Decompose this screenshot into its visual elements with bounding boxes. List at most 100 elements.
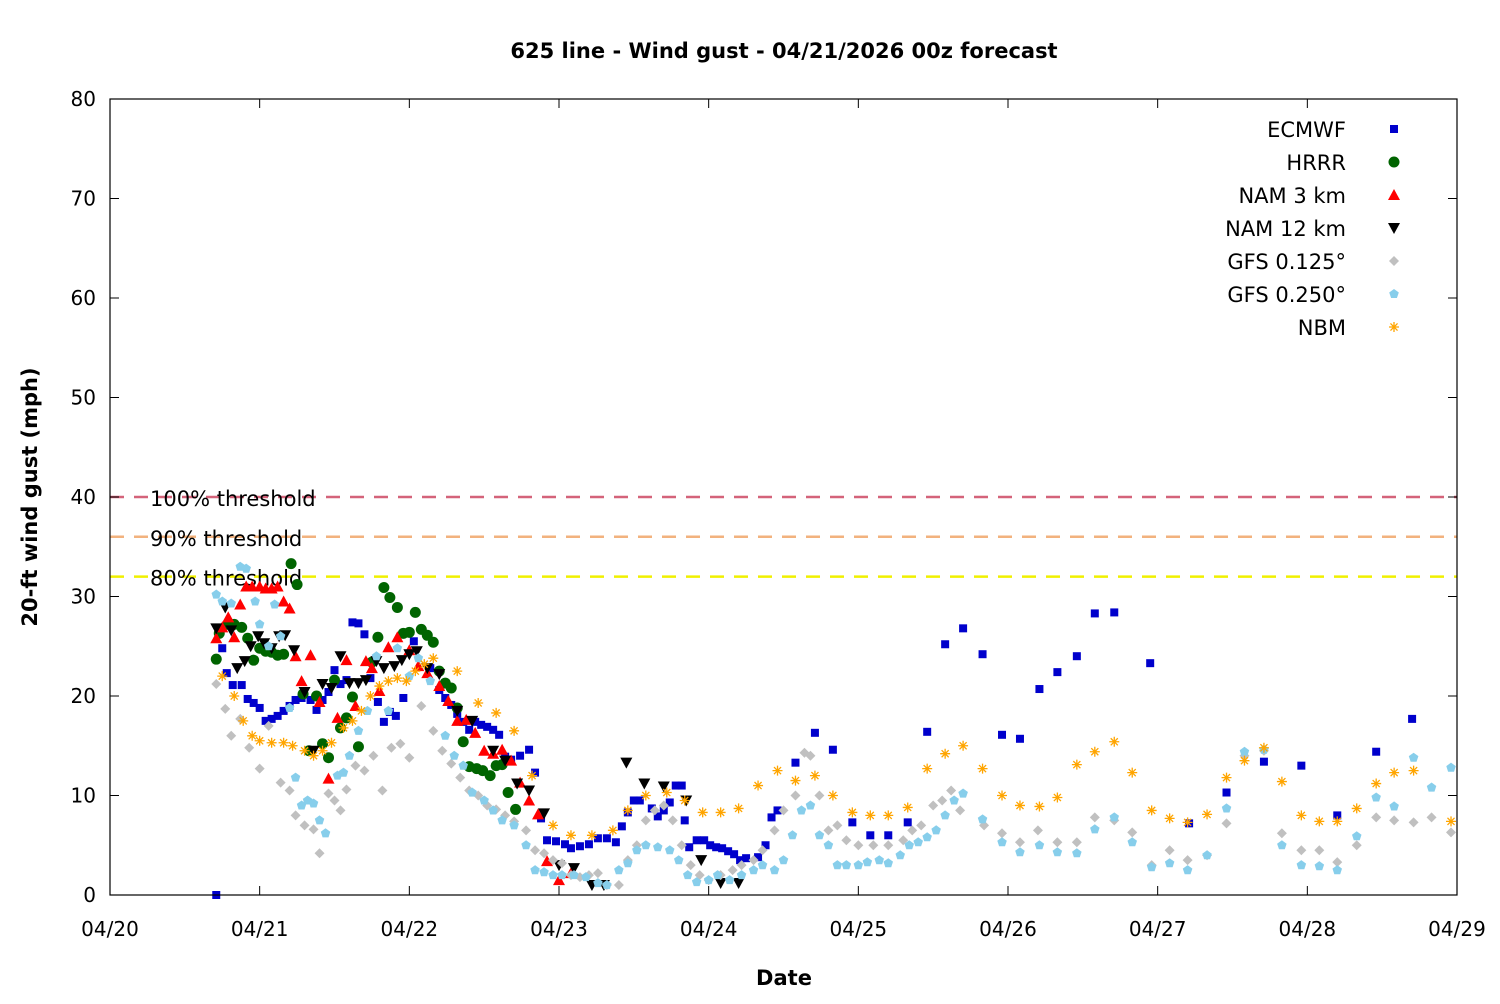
data-point bbox=[653, 812, 662, 821]
x-tick-label: 04/29 bbox=[1428, 917, 1486, 941]
data-point bbox=[457, 736, 469, 748]
data-point bbox=[736, 860, 747, 871]
data-point bbox=[1164, 845, 1175, 856]
data-point bbox=[404, 752, 415, 763]
data-point bbox=[425, 676, 435, 686]
data-point bbox=[865, 810, 876, 821]
data-point bbox=[1389, 801, 1399, 811]
data-point bbox=[308, 750, 319, 761]
data-point bbox=[516, 751, 525, 760]
data-point bbox=[466, 715, 479, 727]
data-point bbox=[1052, 847, 1063, 857]
data-point bbox=[1182, 865, 1193, 875]
data-point bbox=[592, 868, 603, 879]
data-point bbox=[1371, 792, 1381, 802]
data-point bbox=[1408, 765, 1419, 776]
data-point bbox=[1052, 837, 1063, 848]
legend-marker-triangle-down-icon bbox=[1388, 223, 1400, 234]
data-point bbox=[446, 758, 457, 769]
data-point bbox=[378, 582, 390, 594]
data-point bbox=[316, 679, 329, 691]
data-point bbox=[263, 641, 274, 651]
data-point bbox=[753, 780, 764, 791]
data-point bbox=[359, 765, 370, 776]
data-point bbox=[254, 735, 265, 746]
data-point bbox=[483, 722, 492, 731]
data-point bbox=[614, 865, 624, 875]
data-point bbox=[521, 825, 532, 836]
data-point bbox=[862, 857, 873, 867]
data-point bbox=[748, 855, 759, 866]
data-point bbox=[548, 855, 559, 866]
data-point bbox=[244, 641, 257, 653]
data-point bbox=[338, 722, 349, 733]
data-point bbox=[1389, 767, 1400, 778]
data-point bbox=[978, 650, 987, 659]
data-point bbox=[1332, 857, 1343, 868]
data-point bbox=[556, 858, 567, 869]
data-point bbox=[1127, 767, 1138, 778]
data-point bbox=[567, 863, 580, 875]
data-point bbox=[1202, 850, 1212, 860]
data-point bbox=[757, 845, 768, 856]
data-point bbox=[1146, 862, 1157, 872]
data-point bbox=[1221, 818, 1232, 829]
data-point bbox=[1090, 824, 1100, 834]
data-point bbox=[314, 848, 325, 859]
data-point bbox=[314, 815, 325, 825]
data-point bbox=[677, 781, 686, 790]
data-point bbox=[841, 860, 852, 870]
data-point bbox=[433, 669, 446, 681]
data-point bbox=[1389, 815, 1400, 826]
data-point bbox=[718, 844, 727, 853]
data-point bbox=[1034, 801, 1045, 812]
data-point bbox=[277, 595, 290, 607]
data-point bbox=[371, 651, 382, 661]
data-point bbox=[330, 666, 339, 675]
data-point bbox=[291, 579, 303, 591]
data-point bbox=[353, 725, 364, 735]
data-point bbox=[243, 694, 252, 703]
data-point bbox=[1015, 734, 1024, 743]
data-point bbox=[231, 663, 244, 675]
data-point bbox=[488, 805, 498, 815]
legend-label: GFS 0.250° bbox=[1227, 283, 1346, 307]
legend-label: ECMWF bbox=[1267, 118, 1346, 142]
data-point bbox=[489, 725, 498, 734]
data-point bbox=[525, 745, 534, 754]
data-point bbox=[299, 745, 310, 756]
data-point bbox=[471, 717, 480, 726]
data-point bbox=[1032, 825, 1043, 836]
data-point bbox=[290, 810, 301, 821]
series-ecmwf bbox=[212, 608, 1417, 899]
data-point bbox=[712, 870, 723, 880]
data-point bbox=[552, 837, 561, 846]
data-point bbox=[810, 728, 819, 737]
data-point bbox=[1371, 812, 1382, 823]
data-point bbox=[344, 750, 355, 760]
data-point bbox=[1072, 652, 1081, 661]
data-point bbox=[271, 580, 284, 592]
data-point bbox=[409, 637, 418, 646]
data-point bbox=[329, 674, 340, 686]
data-point bbox=[1146, 659, 1155, 668]
data-point bbox=[724, 875, 735, 885]
data-point bbox=[1089, 746, 1100, 757]
data-point bbox=[312, 705, 321, 714]
data-point bbox=[352, 678, 365, 690]
data-point bbox=[1239, 746, 1250, 756]
data-point bbox=[373, 697, 382, 706]
data-point bbox=[244, 742, 255, 753]
data-point bbox=[703, 875, 714, 885]
legend-marker-circle-icon bbox=[1388, 156, 1400, 168]
data-point bbox=[291, 695, 300, 704]
data-point bbox=[1276, 828, 1287, 839]
data-point bbox=[229, 691, 240, 701]
data-point bbox=[299, 820, 310, 831]
data-point bbox=[365, 691, 376, 701]
data-point bbox=[242, 632, 254, 644]
data-point bbox=[458, 760, 468, 770]
data-point bbox=[216, 621, 229, 633]
data-point bbox=[1408, 817, 1419, 828]
data-point bbox=[620, 757, 633, 769]
